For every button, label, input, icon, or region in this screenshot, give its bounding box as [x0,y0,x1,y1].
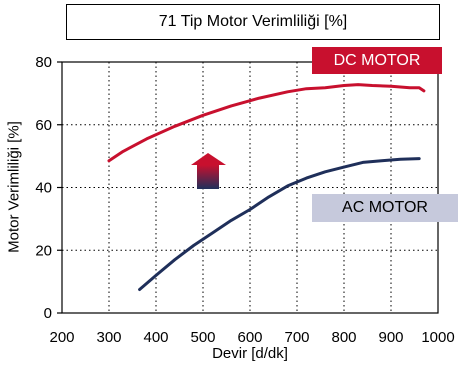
grid-lines [62,62,438,313]
ac-motor-label-bg [312,194,458,222]
chart-title: 71 Tip Motor Verimliliği [%] [66,4,440,40]
x-tick-label: 700 [284,329,309,346]
y-tick-label: 0 [44,305,52,322]
series-lines [107,83,426,291]
x-axis-label: Devir [d/dk] [212,345,288,362]
series-line-ac-motor [138,157,421,291]
y-tick-label: 20 [35,242,52,259]
series-line-dc-motor [107,83,426,163]
x-tick-label: 200 [49,329,74,346]
y-axis-label: Motor Verimliliği [%] [5,121,23,253]
x-tick-label: 500 [190,329,215,346]
x-tick-label: 800 [331,329,356,346]
series-label-ac-motor: AC MOTOR [342,199,428,216]
x-tick-label: 1000 [421,329,454,346]
axis-ticks: 200 300 400 500 600 700 800 900 1000 0 20 40 60 80 [35,54,454,346]
x-tick-label: 300 [96,329,121,346]
x-tick-label: 600 [237,329,262,346]
x-tick-label: 400 [143,329,168,346]
x-tick-label: 900 [378,329,403,346]
series-label-dc-motor: DC MOTOR [333,51,421,69]
y-tick-label: 80 [35,54,52,71]
dc-motor-label-bg [312,47,442,74]
y-tick-label: 40 [35,180,52,197]
arrow-up-icon [191,153,226,189]
y-tick-label: 60 [35,117,52,134]
